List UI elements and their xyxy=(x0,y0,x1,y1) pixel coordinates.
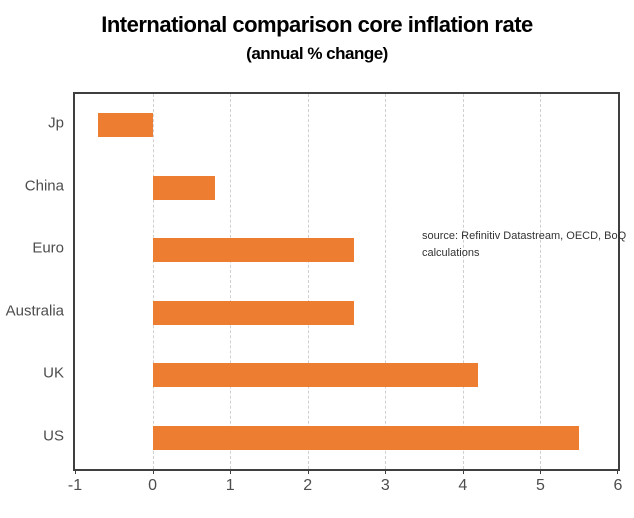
x-axis-labels: -1 0 1 2 3 4 5 6 xyxy=(68,477,623,499)
x-tick-label-5: 5 xyxy=(535,477,545,494)
bar-us xyxy=(152,425,580,450)
x-axis-tick-0 xyxy=(152,469,154,474)
plot-area: source: Refinitiv Datastream, OECD, BoQ … xyxy=(73,92,626,474)
source-note: source: Refinitiv Datastream, OECD, BoQ … xyxy=(422,228,634,262)
bar-uk xyxy=(152,363,479,388)
bar-china xyxy=(152,175,215,200)
bar-jp xyxy=(98,113,153,138)
y-category-label-australia: Australia xyxy=(5,302,64,320)
y-category-label-jp: Jp xyxy=(48,114,64,132)
gridline-1 xyxy=(230,94,232,469)
x-tick-label-6: 6 xyxy=(613,477,623,494)
x-axis-tick-1 xyxy=(230,469,232,474)
source-note-line2: calculations xyxy=(422,247,480,260)
gridline-4 xyxy=(462,94,464,469)
x-tick-label-3: 3 xyxy=(380,477,390,494)
x-tick-label-2: 2 xyxy=(303,477,313,494)
gridline-0 xyxy=(152,94,154,469)
x-axis-tick-4 xyxy=(462,469,464,474)
chart-title: International comparison core inflation … xyxy=(101,12,533,37)
x-axis-tick-3 xyxy=(385,469,387,474)
y-category-label-us: US xyxy=(43,427,64,445)
x-tick-label-4: 4 xyxy=(458,477,468,494)
y-category-label-euro: Euro xyxy=(32,239,64,257)
source-note-line1: source: Refinitiv Datastream, OECD, BoQ xyxy=(422,230,627,242)
gridline-5 xyxy=(540,94,542,469)
x-tick-label-0: 0 xyxy=(148,477,158,494)
gridline-3 xyxy=(385,94,387,469)
y-axis-labels: Jp China Euro Australia UK US xyxy=(0,92,64,467)
bar-euro xyxy=(152,238,355,263)
x-axis-tick--1 xyxy=(75,469,76,474)
gridline-2 xyxy=(307,94,309,469)
bar-australia xyxy=(152,300,355,325)
y-category-label-china: China xyxy=(24,177,64,195)
x-axis-tick-6 xyxy=(617,469,618,474)
chart-subtitle: (annual % change) xyxy=(246,44,388,63)
x-axis-tick-2 xyxy=(307,469,309,474)
x-axis-tick-5 xyxy=(540,469,542,474)
x-tick-label--1: -1 xyxy=(67,477,83,494)
x-tick-label-1: 1 xyxy=(225,477,235,494)
y-category-label-uk: UK xyxy=(43,364,64,382)
